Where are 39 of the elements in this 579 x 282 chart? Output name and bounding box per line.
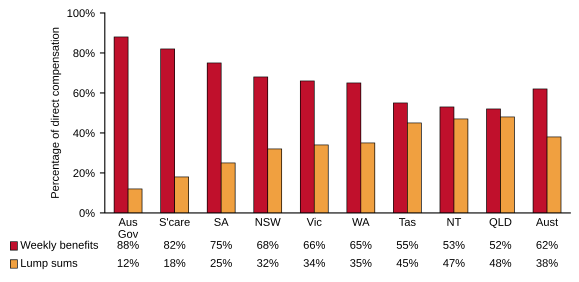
y-tick-label: 0%	[79, 209, 95, 218]
data-label: 45%	[396, 259, 418, 267]
data-label: 48%	[490, 259, 512, 267]
data-label: 65%	[350, 241, 372, 249]
x-tick-label: WA	[352, 218, 370, 226]
data-label: 53%	[443, 241, 465, 249]
x-tick-label: Vic	[306, 218, 322, 226]
data-label: 34%	[304, 259, 326, 267]
data-label: 18%	[164, 259, 186, 267]
legend-label: Weekly benefits	[20, 240, 98, 252]
y-tick-label: 60%	[73, 89, 95, 98]
y-tick-label: 20%	[73, 169, 95, 178]
data-label: 88%	[117, 241, 139, 249]
y-tick-label: 40%	[73, 129, 95, 138]
data-label: 66%	[304, 241, 326, 249]
x-tick-label: QLD	[490, 218, 512, 228]
x-tick-label: Tas	[398, 218, 416, 226]
x-tick-label: Aus Gov	[118, 218, 138, 238]
y-tick-label: 80%	[73, 49, 95, 58]
y-axis-title: Percentage of direct compensation	[50, 28, 62, 198]
data-label: 55%	[396, 241, 418, 249]
y-tick-label: 100%	[68, 9, 95, 18]
data-label: 32%	[257, 259, 278, 267]
data-label: 75%	[210, 241, 232, 249]
data-label: 38%	[536, 259, 558, 267]
data-label: 62%	[536, 241, 558, 249]
x-tick-label: S'care	[160, 218, 190, 226]
data-label: 52%	[490, 241, 512, 249]
data-label: 68%	[257, 241, 278, 249]
data-label: 82%	[164, 241, 186, 249]
data-label: 35%	[350, 259, 372, 267]
x-tick-label: NSW	[256, 218, 281, 226]
legend-label: Lump sums	[21, 259, 78, 270]
data-label: 25%	[210, 259, 232, 267]
x-tick-label: NT	[447, 218, 462, 226]
data-label: 47%	[443, 259, 465, 267]
x-tick-label: Aust	[536, 218, 558, 226]
data-label: 12%	[118, 259, 139, 267]
x-tick-label: SA	[214, 218, 229, 226]
